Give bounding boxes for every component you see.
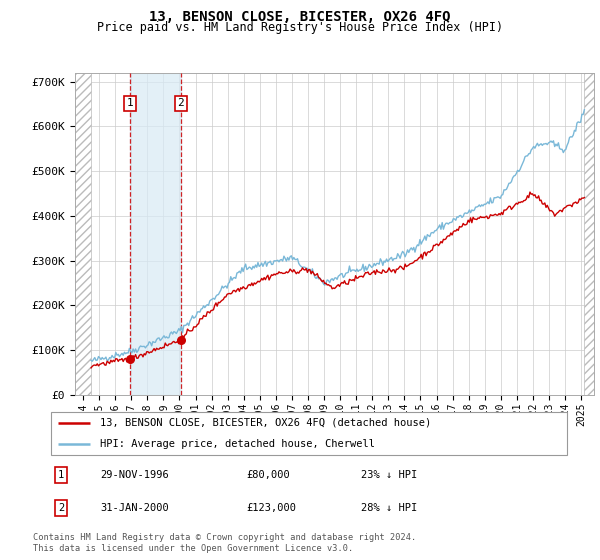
Text: Contains HM Land Registry data © Crown copyright and database right 2024.
This d: Contains HM Land Registry data © Crown c…: [33, 533, 416, 553]
Text: 1: 1: [127, 99, 133, 109]
Text: 2: 2: [178, 99, 184, 109]
Text: 29-NOV-1996: 29-NOV-1996: [100, 470, 169, 479]
Bar: [130, 73, 181, 395]
Text: 2: 2: [58, 503, 64, 513]
Text: 23% ↓ HPI: 23% ↓ HPI: [361, 470, 418, 479]
Text: £80,000: £80,000: [247, 470, 290, 479]
Text: 28% ↓ HPI: 28% ↓ HPI: [361, 503, 418, 513]
FancyBboxPatch shape: [50, 412, 568, 455]
Text: 13, BENSON CLOSE, BICESTER, OX26 4FQ (detached house): 13, BENSON CLOSE, BICESTER, OX26 4FQ (de…: [100, 418, 431, 428]
Text: 1: 1: [58, 470, 64, 479]
Point: [125, 354, 134, 363]
Text: HPI: Average price, detached house, Cherwell: HPI: Average price, detached house, Cher…: [100, 439, 375, 449]
Text: 13, BENSON CLOSE, BICESTER, OX26 4FQ: 13, BENSON CLOSE, BICESTER, OX26 4FQ: [149, 10, 451, 24]
Text: 31-JAN-2000: 31-JAN-2000: [100, 503, 169, 513]
Text: Price paid vs. HM Land Registry's House Price Index (HPI): Price paid vs. HM Land Registry's House …: [97, 21, 503, 34]
Point: [176, 335, 185, 344]
Text: £123,000: £123,000: [247, 503, 296, 513]
